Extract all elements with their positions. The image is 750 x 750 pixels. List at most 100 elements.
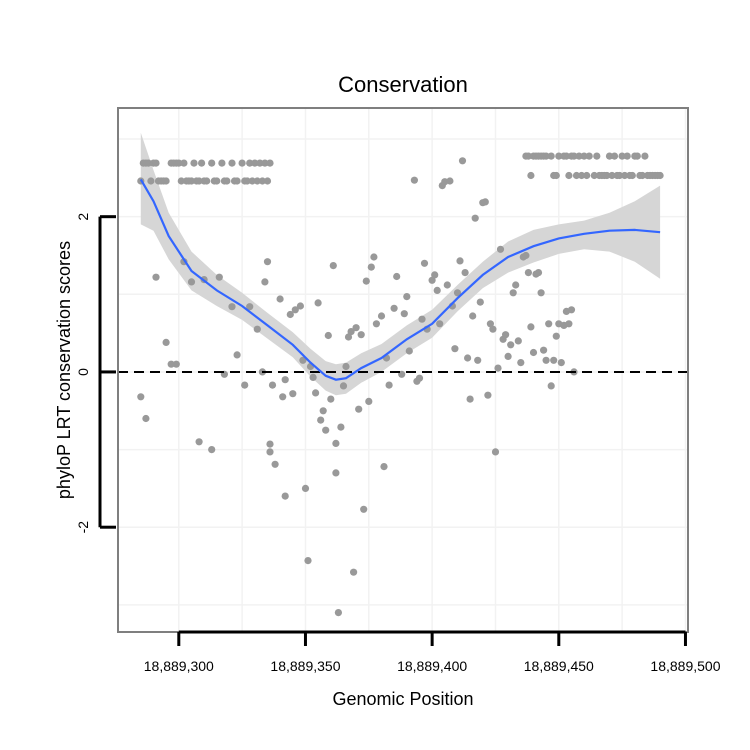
data-point [585, 152, 593, 160]
panel-background [118, 108, 688, 632]
data-point [261, 278, 269, 286]
data-point [246, 159, 254, 167]
data-point [342, 362, 350, 371]
data-point [400, 310, 408, 318]
data-point [251, 159, 259, 167]
data-point [461, 269, 469, 277]
data-point [524, 269, 533, 277]
data-point [428, 276, 436, 284]
data-point [215, 273, 223, 281]
data-point [365, 397, 373, 405]
data-point [542, 152, 550, 160]
data-point [547, 152, 555, 160]
data-point [542, 356, 550, 364]
data-point [175, 159, 183, 167]
data-point [464, 354, 472, 362]
data-point [172, 360, 180, 368]
data-point [233, 177, 241, 185]
data-point [372, 320, 380, 328]
data-point [263, 258, 272, 266]
data-point [258, 177, 266, 185]
data-point [203, 177, 211, 185]
data-point [281, 376, 289, 384]
data-point [312, 389, 320, 397]
data-point [481, 198, 489, 206]
y-tick-label: 0 [75, 368, 91, 376]
data-point [339, 382, 348, 390]
data-point [486, 320, 494, 328]
data-point [469, 312, 477, 320]
data-point [355, 405, 363, 413]
data-point [276, 295, 284, 303]
data-point [253, 325, 261, 333]
confidence-band [140, 132, 661, 396]
x-tick-label: 18,889,450 [524, 658, 594, 674]
data-point [575, 152, 583, 160]
data-point [317, 416, 325, 424]
data-point [547, 382, 555, 390]
data-point [266, 448, 274, 456]
x-tick-label: 18,889,350 [270, 658, 340, 674]
data-point [618, 152, 626, 160]
data-point [223, 177, 231, 185]
data-point [451, 345, 459, 353]
data-point [377, 312, 386, 320]
data-point [557, 359, 565, 367]
data-point [162, 177, 170, 185]
data-point [228, 303, 236, 311]
data-point [233, 351, 241, 359]
data-point [213, 177, 221, 185]
data-point [562, 152, 571, 160]
data-point [405, 347, 413, 355]
data-point [583, 171, 591, 180]
x-tick-label: 18,889,300 [144, 658, 214, 674]
data-point [466, 395, 474, 403]
data-point [261, 159, 269, 167]
data-point [319, 407, 327, 415]
data-point [393, 272, 401, 281]
data-point [177, 177, 185, 185]
data-point [443, 281, 451, 289]
data-point [268, 381, 277, 389]
data-point [476, 298, 484, 306]
data-point [344, 333, 353, 341]
data-point [415, 374, 424, 382]
data-point [433, 286, 441, 294]
data-point [380, 463, 388, 471]
data-point [529, 348, 538, 357]
data-point [420, 259, 429, 267]
data-point [309, 373, 317, 381]
data-point [418, 315, 426, 323]
data-point [208, 159, 216, 167]
data-point [390, 304, 398, 312]
data-point [263, 177, 272, 185]
data-point [195, 438, 203, 446]
data-point [322, 426, 330, 434]
data-point [494, 364, 502, 372]
data-point [241, 381, 249, 389]
data-point [431, 271, 439, 279]
plot-panel [117, 107, 689, 633]
data-point [610, 152, 619, 160]
x-axis-title: Genomic Position [332, 689, 473, 709]
data-point [291, 306, 299, 314]
data-point [517, 359, 525, 367]
data-point [296, 302, 304, 310]
data-point [190, 159, 198, 167]
data-point [512, 281, 520, 289]
data-point [301, 484, 310, 492]
data-point [385, 381, 393, 389]
data-point [352, 324, 360, 332]
data-point [507, 341, 515, 349]
data-point [347, 328, 355, 336]
data-point [578, 171, 586, 180]
data-point [540, 346, 548, 354]
data-point [327, 395, 335, 403]
data-point [590, 171, 598, 180]
data-point [633, 152, 641, 160]
data-point [208, 446, 216, 454]
data-point [458, 157, 467, 165]
data-point [152, 273, 160, 281]
data-point [162, 338, 170, 346]
